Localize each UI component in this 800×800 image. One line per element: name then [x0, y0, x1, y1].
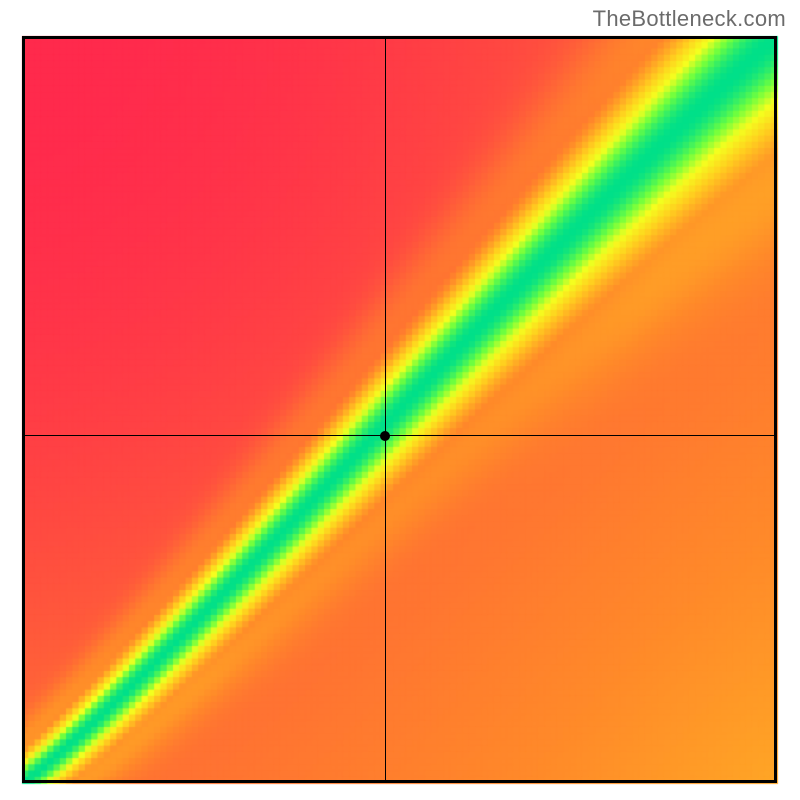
crosshair-horizontal [22, 435, 777, 436]
crosshair-point [380, 431, 390, 441]
watermark-text: TheBottleneck.com [593, 6, 786, 32]
crosshair-vertical [385, 36, 386, 783]
plot-border [22, 36, 777, 783]
